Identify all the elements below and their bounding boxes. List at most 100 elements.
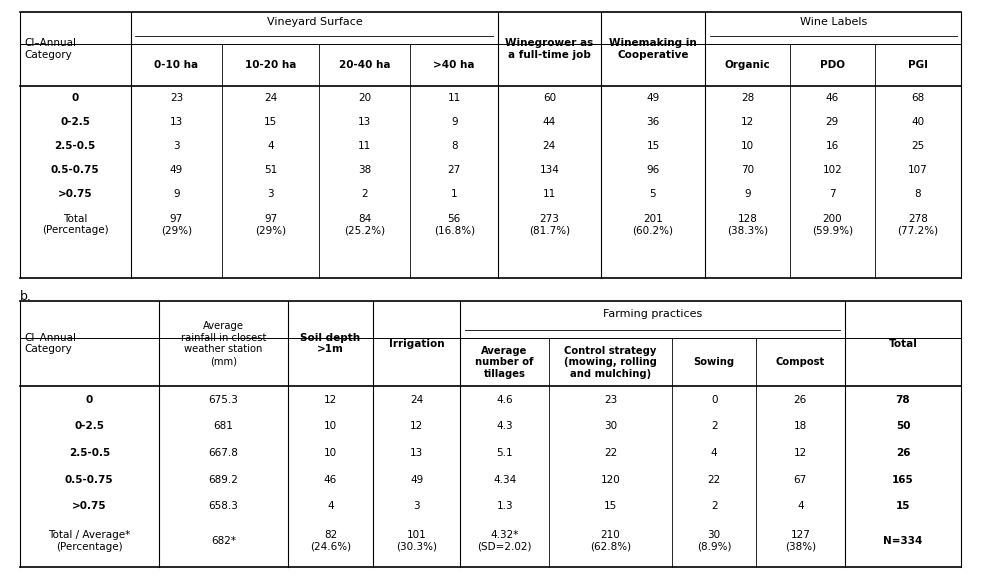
Text: 7: 7 xyxy=(829,189,836,199)
Text: 0-2.5: 0-2.5 xyxy=(75,422,104,431)
Text: 30
(8.9%): 30 (8.9%) xyxy=(697,530,732,552)
Text: 28: 28 xyxy=(741,93,754,103)
Text: 10: 10 xyxy=(324,448,336,458)
Text: 15: 15 xyxy=(896,501,910,511)
Text: 13: 13 xyxy=(358,117,372,127)
Text: Organic: Organic xyxy=(725,60,770,70)
Text: 5: 5 xyxy=(649,189,656,199)
Text: Winemaking in
Cooperative: Winemaking in Cooperative xyxy=(609,38,697,60)
Text: 658.3: 658.3 xyxy=(209,501,238,511)
Text: 29: 29 xyxy=(826,117,839,127)
Text: >0.75: >0.75 xyxy=(58,189,92,199)
Text: 16: 16 xyxy=(826,141,839,151)
Text: 8: 8 xyxy=(451,141,457,151)
Text: Total / Average*
(Percentage): Total / Average* (Percentage) xyxy=(48,530,130,552)
Text: 0-2.5: 0-2.5 xyxy=(60,117,90,127)
Text: 5.1: 5.1 xyxy=(496,448,513,458)
Text: >40 ha: >40 ha xyxy=(434,60,475,70)
Text: Vineyard Surface: Vineyard Surface xyxy=(267,17,362,27)
Text: PDO: PDO xyxy=(820,60,845,70)
Text: 15: 15 xyxy=(264,117,278,127)
Text: 675.3: 675.3 xyxy=(209,395,238,405)
Text: 13: 13 xyxy=(410,448,423,458)
Text: 134: 134 xyxy=(540,165,559,175)
Text: 4.32*
(SD=2.02): 4.32* (SD=2.02) xyxy=(478,530,532,552)
Text: 26: 26 xyxy=(896,448,910,458)
Text: 4: 4 xyxy=(267,141,274,151)
Text: 82
(24.6%): 82 (24.6%) xyxy=(310,530,351,552)
Text: 120: 120 xyxy=(600,475,620,485)
Text: 38: 38 xyxy=(358,165,372,175)
Text: 49: 49 xyxy=(646,93,659,103)
Text: >0.75: >0.75 xyxy=(72,501,107,511)
Text: 4.3: 4.3 xyxy=(496,422,513,431)
Text: 8: 8 xyxy=(914,189,921,199)
Text: 689.2: 689.2 xyxy=(209,475,238,485)
Text: 68: 68 xyxy=(911,93,925,103)
Text: Total
(Percentage): Total (Percentage) xyxy=(42,214,109,236)
Text: 97
(29%): 97 (29%) xyxy=(255,214,286,236)
Text: 4: 4 xyxy=(711,448,717,458)
Text: 30: 30 xyxy=(604,422,617,431)
Text: 78: 78 xyxy=(896,395,910,405)
Text: 84
(25.2%): 84 (25.2%) xyxy=(344,214,386,236)
Text: 0: 0 xyxy=(85,395,93,405)
Text: 22: 22 xyxy=(707,475,721,485)
Text: 201
(60.2%): 201 (60.2%) xyxy=(633,214,673,236)
Text: 46: 46 xyxy=(324,475,337,485)
Text: 18: 18 xyxy=(794,422,807,431)
Text: 101
(30.3%): 101 (30.3%) xyxy=(396,530,438,552)
Text: 40: 40 xyxy=(911,117,925,127)
Text: 70: 70 xyxy=(741,165,754,175)
Text: 278
(77.2%): 278 (77.2%) xyxy=(898,214,939,236)
Text: 36: 36 xyxy=(646,117,659,127)
Text: Average
rainfall in closest
weather station
(mm): Average rainfall in closest weather stat… xyxy=(181,321,266,366)
Text: 12: 12 xyxy=(324,395,337,405)
Text: CI–Annual
Category: CI–Annual Category xyxy=(25,38,77,60)
Text: Irrigation: Irrigation xyxy=(388,339,444,349)
Text: 2.5-0.5: 2.5-0.5 xyxy=(55,141,96,151)
Text: 11: 11 xyxy=(358,141,372,151)
Text: 9: 9 xyxy=(451,117,457,127)
Text: 273
(81.7%): 273 (81.7%) xyxy=(529,214,570,236)
Text: 25: 25 xyxy=(911,141,925,151)
Text: 0-10 ha: 0-10 ha xyxy=(154,60,198,70)
Text: 15: 15 xyxy=(646,141,659,151)
Text: 15: 15 xyxy=(604,501,617,511)
Text: Compost: Compost xyxy=(776,357,825,367)
Text: 200
(59.9%): 200 (59.9%) xyxy=(812,214,852,236)
Text: 2: 2 xyxy=(711,501,717,511)
Text: 4: 4 xyxy=(327,501,334,511)
Text: 10-20 ha: 10-20 ha xyxy=(245,60,296,70)
Text: 23: 23 xyxy=(170,93,183,103)
Text: 4: 4 xyxy=(797,501,803,511)
Text: Winegrower as
a full-time job: Winegrower as a full-time job xyxy=(505,38,594,60)
Text: 1.3: 1.3 xyxy=(496,501,513,511)
Text: 24: 24 xyxy=(542,141,556,151)
Text: 56
(16.8%): 56 (16.8%) xyxy=(434,214,475,236)
Text: 107: 107 xyxy=(908,165,928,175)
Text: 24: 24 xyxy=(410,395,423,405)
Text: 682*: 682* xyxy=(211,536,236,546)
Text: 50: 50 xyxy=(896,422,910,431)
Text: 12: 12 xyxy=(741,117,754,127)
Text: 11: 11 xyxy=(447,93,461,103)
Text: 2.5-0.5: 2.5-0.5 xyxy=(69,448,110,458)
Text: Soil depth
>1m: Soil depth >1m xyxy=(300,333,360,354)
Text: 3: 3 xyxy=(173,141,180,151)
Text: 12: 12 xyxy=(410,422,423,431)
Text: 3: 3 xyxy=(267,189,274,199)
Text: 165: 165 xyxy=(892,475,914,485)
Text: CI–Annual
Category: CI–Annual Category xyxy=(25,333,77,354)
Text: PGI: PGI xyxy=(908,60,928,70)
Text: 667.8: 667.8 xyxy=(209,448,238,458)
Text: 97
(29%): 97 (29%) xyxy=(161,214,192,236)
Text: 49: 49 xyxy=(410,475,423,485)
Text: 1: 1 xyxy=(451,189,457,199)
Text: Farming practices: Farming practices xyxy=(603,309,702,320)
Text: 9: 9 xyxy=(173,189,180,199)
Text: 0: 0 xyxy=(711,395,717,405)
Text: N=334: N=334 xyxy=(883,536,923,546)
Text: Wine Labels: Wine Labels xyxy=(800,17,867,27)
Text: 44: 44 xyxy=(542,117,556,127)
